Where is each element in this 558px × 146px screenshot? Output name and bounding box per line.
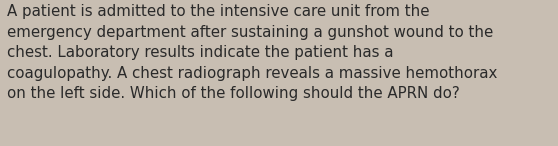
Text: A patient is admitted to the intensive care unit from the
emergency department a: A patient is admitted to the intensive c… xyxy=(7,4,498,101)
